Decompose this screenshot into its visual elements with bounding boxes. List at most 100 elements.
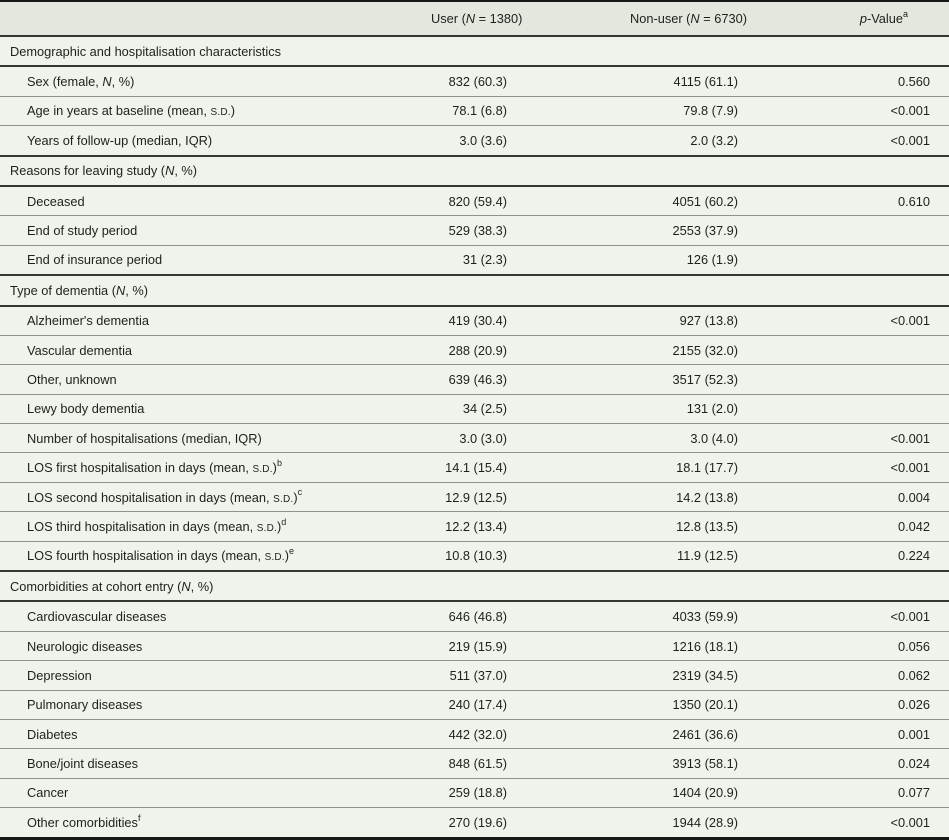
p-value: <0.001	[749, 423, 949, 454]
nonuser-value: 4051 (60.2)	[520, 185, 749, 217]
user-value: 259 (18.8)	[430, 778, 520, 809]
table-row: Age in years at baseline (mean, S.D.) 78…	[0, 96, 949, 127]
section-row: Comorbidities at cohort entry (N, %)	[0, 570, 949, 603]
user-value: 288 (20.9)	[430, 335, 520, 366]
nonuser-value: 2155 (32.0)	[520, 335, 749, 366]
nonuser-value: 12.8 (13.5)	[520, 511, 749, 542]
table-row: Sex (female, N, %) 832 (60.3) 4115 (61.1…	[0, 66, 949, 97]
table-row: Depression 511 (37.0) 2319 (34.5) 0.062	[0, 660, 949, 691]
table-row: Alzheimer's dementia 419 (30.4) 927 (13.…	[0, 305, 949, 336]
table-row: Cardiovascular diseases 646 (46.8) 4033 …	[0, 601, 949, 632]
table-row: LOS fourth hospitalisation in days (mean…	[0, 541, 949, 572]
row-label: Diabetes	[0, 719, 430, 750]
p-value: <0.001	[749, 601, 949, 632]
nonuser-value: 2461 (36.6)	[520, 719, 749, 750]
row-label: Sex (female, N, %)	[0, 66, 430, 97]
table-row: Number of hospitalisations (median, IQR)…	[0, 423, 949, 454]
p-value	[749, 394, 949, 425]
user-value: 639 (46.3)	[430, 364, 520, 395]
user-value: 511 (37.0)	[430, 660, 520, 691]
table-row: Vascular dementia 288 (20.9) 2155 (32.0)	[0, 335, 949, 366]
table-row: Other comorbiditiesf 270 (19.6) 1944 (28…	[0, 807, 949, 839]
table-row: Years of follow-up (median, IQR) 3.0 (3.…	[0, 125, 949, 157]
col-header-nonuser: Non-user (N = 6730)	[520, 1, 749, 37]
user-value: 820 (59.4)	[430, 185, 520, 217]
p-value	[749, 364, 949, 395]
row-label: LOS third hospitalisation in days (mean,…	[0, 511, 430, 542]
p-value: 0.224	[749, 541, 949, 572]
user-value: 3.0 (3.0)	[430, 423, 520, 454]
table-row: Cancer 259 (18.8) 1404 (20.9) 0.077	[0, 778, 949, 809]
row-label: LOS first hospitalisation in days (mean,…	[0, 452, 430, 483]
user-value: 442 (32.0)	[430, 719, 520, 750]
p-value: 0.610	[749, 185, 949, 217]
row-label: Other, unknown	[0, 364, 430, 395]
row-label: Deceased	[0, 185, 430, 217]
nonuser-value: 1350 (20.1)	[520, 690, 749, 720]
p-value: 0.560	[749, 66, 949, 97]
p-value: <0.001	[749, 125, 949, 157]
nonuser-value: 3517 (52.3)	[520, 364, 749, 395]
nonuser-value: 2553 (37.9)	[520, 215, 749, 246]
section-row: Type of dementia (N, %)	[0, 274, 949, 307]
table-row: Other, unknown 639 (46.3) 3517 (52.3)	[0, 364, 949, 395]
nonuser-value: 2319 (34.5)	[520, 660, 749, 691]
nonuser-value: 1216 (18.1)	[520, 631, 749, 662]
row-label: Alzheimer's dementia	[0, 305, 430, 336]
row-label: Neurologic diseases	[0, 631, 430, 662]
row-label: Years of follow-up (median, IQR)	[0, 125, 430, 157]
col-header-stub	[0, 1, 430, 37]
row-label: LOS second hospitalisation in days (mean…	[0, 482, 430, 513]
user-value: 3.0 (3.6)	[430, 125, 520, 157]
user-value: 240 (17.4)	[430, 690, 520, 720]
nonuser-value: 126 (1.9)	[520, 245, 749, 276]
table-body: Demographic and hospitalisation characte…	[0, 34, 949, 839]
user-value: 31 (2.3)	[430, 245, 520, 276]
p-value: 0.062	[749, 660, 949, 691]
row-label: End of insurance period	[0, 245, 430, 276]
table-row: Neurologic diseases 219 (15.9) 1216 (18.…	[0, 631, 949, 662]
user-value: 78.1 (6.8)	[430, 96, 520, 127]
row-label: Number of hospitalisations (median, IQR)	[0, 423, 430, 454]
nonuser-value: 79.8 (7.9)	[520, 96, 749, 127]
table-row: Pulmonary diseases 240 (17.4) 1350 (20.1…	[0, 690, 949, 720]
table-row: LOS third hospitalisation in days (mean,…	[0, 511, 949, 542]
p-value: 0.004	[749, 482, 949, 513]
nonuser-value: 2.0 (3.2)	[520, 125, 749, 157]
user-value: 12.2 (13.4)	[430, 511, 520, 542]
user-value: 219 (15.9)	[430, 631, 520, 662]
p-value: 0.042	[749, 511, 949, 542]
col-header-pvalue: p-Valuea	[749, 1, 949, 37]
section-row: Demographic and hospitalisation characte…	[0, 34, 949, 68]
p-value: 0.026	[749, 690, 949, 720]
nonuser-value: 131 (2.0)	[520, 394, 749, 425]
section-row: Reasons for leaving study (N, %)	[0, 154, 949, 187]
p-value: <0.001	[749, 305, 949, 336]
column-header-row: User (N = 1380) Non-user (N = 6730) p-Va…	[0, 1, 949, 37]
table-row: Deceased 820 (59.4) 4051 (60.2) 0.610	[0, 185, 949, 217]
p-value: <0.001	[749, 96, 949, 127]
row-label: Cancer	[0, 778, 430, 809]
row-label: Pulmonary diseases	[0, 690, 430, 720]
nonuser-value: 3.0 (4.0)	[520, 423, 749, 454]
user-value: 34 (2.5)	[430, 394, 520, 425]
table-row: Diabetes 442 (32.0) 2461 (36.6) 0.001	[0, 719, 949, 750]
user-value: 10.8 (10.3)	[430, 541, 520, 572]
p-value: <0.001	[749, 452, 949, 483]
section-label: Type of dementia (N, %)	[0, 274, 949, 307]
table-row: End of study period 529 (38.3) 2553 (37.…	[0, 215, 949, 246]
table-header: User (N = 1380) Non-user (N = 6730) p-Va…	[0, 1, 949, 37]
table-row: LOS second hospitalisation in days (mean…	[0, 482, 949, 513]
p-value: 0.001	[749, 719, 949, 750]
user-value: 646 (46.8)	[430, 601, 520, 632]
p-value: 0.077	[749, 778, 949, 809]
p-value: 0.056	[749, 631, 949, 662]
user-value: 529 (38.3)	[430, 215, 520, 246]
p-value	[749, 245, 949, 276]
user-value: 419 (30.4)	[430, 305, 520, 336]
table-row: End of insurance period 31 (2.3) 126 (1.…	[0, 245, 949, 276]
row-label: Age in years at baseline (mean, S.D.)	[0, 96, 430, 127]
row-label: Other comorbiditiesf	[0, 807, 430, 839]
user-value: 270 (19.6)	[430, 807, 520, 839]
nonuser-value: 14.2 (13.8)	[520, 482, 749, 513]
